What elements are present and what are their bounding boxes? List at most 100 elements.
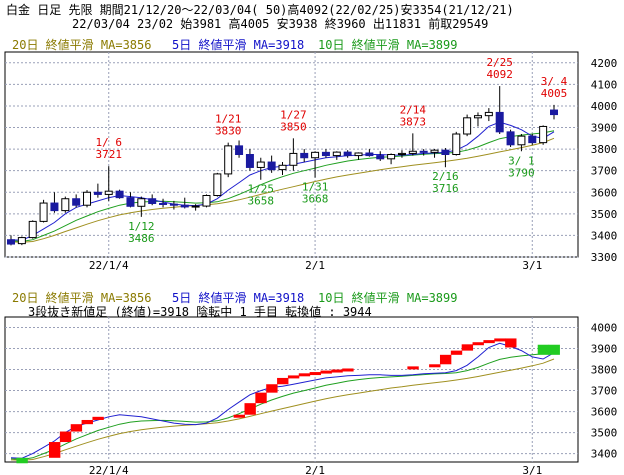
brick-up xyxy=(429,364,441,368)
candle-body xyxy=(148,198,157,204)
annotation-low-value: 3668 xyxy=(302,193,329,206)
brick-up xyxy=(298,373,311,377)
header-title-line2: 22/03/04 23/02 始3981 高4005 安3938 終3960 出… xyxy=(72,17,489,31)
annotation-high-date: 1/27 xyxy=(280,108,307,121)
lower-x-tick-label: 22/1/4 xyxy=(89,464,129,475)
candle-body xyxy=(441,149,450,155)
ma20-line xyxy=(10,137,555,243)
header-title-line1: 白金 日足 先限 期間21/12/20～22/03/04( 50)高4092(2… xyxy=(6,3,514,17)
annotation-low-value: 3790 xyxy=(508,166,535,179)
lower-y-tick-label: 3700 xyxy=(591,385,618,398)
candle-body xyxy=(159,202,168,205)
lower-y-tick-label: 4000 xyxy=(591,322,618,335)
candle-body xyxy=(83,191,92,206)
candle-body xyxy=(528,135,537,144)
upper-y-tick-label: 3700 xyxy=(591,165,618,178)
candle-body xyxy=(397,152,406,155)
candle-body xyxy=(354,152,363,157)
annotation-high-date: 1/ 6 xyxy=(95,136,122,149)
upper-y-tick-label: 3500 xyxy=(591,208,618,221)
upper-x-tick-label: 2/1 xyxy=(305,259,325,272)
upper-y-tick-label: 4000 xyxy=(591,100,618,113)
candle-body xyxy=(245,154,254,168)
candle-body xyxy=(115,190,124,199)
brick-up xyxy=(450,350,463,355)
candle-body xyxy=(452,133,461,155)
candle-body xyxy=(256,161,265,168)
candle-body xyxy=(267,161,276,171)
candle-body xyxy=(61,198,70,212)
candle-body xyxy=(419,150,428,153)
ma10-line xyxy=(10,130,555,243)
brick-up xyxy=(309,372,322,376)
annotation-high-date: 2/14 xyxy=(400,103,427,116)
candle-body xyxy=(39,202,48,222)
candle-body xyxy=(191,205,200,208)
brick-up xyxy=(233,414,245,418)
brick-up xyxy=(287,375,300,379)
lower-legend-ma10: 10日 終値平滑 MA=3899 xyxy=(318,291,458,305)
brick-up xyxy=(331,369,343,373)
annotation-low-date: 1/25 xyxy=(248,183,275,196)
brick-up xyxy=(494,338,506,342)
candle-body xyxy=(506,131,515,146)
candle-body xyxy=(137,198,146,207)
annotation-low-value: 3486 xyxy=(128,232,155,245)
candle-body xyxy=(430,149,439,153)
candle-body xyxy=(213,173,222,196)
lower-y-tick-label: 3900 xyxy=(591,343,618,356)
brick-up xyxy=(70,424,83,432)
brick-up xyxy=(255,392,267,404)
lower-x-tick-label: 2/1 xyxy=(305,464,325,475)
brick-down xyxy=(537,344,550,355)
candle-body xyxy=(495,111,504,133)
legend-ma20: 20日 終値平滑 MA=3856 xyxy=(12,38,152,52)
upper-y-tick-label: 3900 xyxy=(591,122,618,135)
candle-body xyxy=(550,109,558,116)
brick-up xyxy=(92,416,104,420)
brick-up xyxy=(277,377,289,385)
annotation-high-value: 3830 xyxy=(215,125,242,138)
brick-up xyxy=(461,344,474,351)
upper-x-tick-label: 22/1/4 xyxy=(89,259,129,272)
candle-body xyxy=(408,150,417,154)
annotation-high-date: 1/21 xyxy=(215,113,242,126)
candle-body xyxy=(169,203,178,206)
brick-up xyxy=(244,403,256,415)
candle-body xyxy=(72,198,81,206)
candle-body xyxy=(104,190,113,195)
candle-body xyxy=(235,145,244,156)
brick-down xyxy=(548,344,560,355)
candle-body xyxy=(7,239,15,245)
candle-body xyxy=(17,237,26,245)
annotation-low-date: 2/16 xyxy=(432,170,459,183)
brick-up xyxy=(407,366,419,370)
upper-y-tick-label: 3400 xyxy=(591,229,618,242)
candle-body xyxy=(539,125,548,144)
lower-ma10-line xyxy=(10,351,555,461)
brick-up xyxy=(472,342,484,346)
annotation-low-date: 3/ 1 xyxy=(508,154,535,167)
lower-legend-ma20: 20日 終値平滑 MA=3856 xyxy=(12,291,152,305)
candle-body xyxy=(365,152,374,157)
annotation-high-date: 3/ 4 xyxy=(541,75,568,88)
candle-body xyxy=(463,117,472,135)
candle-body xyxy=(28,220,37,239)
upper-x-tick-label: 3/1 xyxy=(522,259,542,272)
candle-body xyxy=(484,111,493,117)
brick-up xyxy=(81,419,93,425)
candle-body xyxy=(93,191,102,195)
candle-body xyxy=(289,152,298,166)
annotation-high-date: 2/25 xyxy=(486,56,513,69)
candle-body xyxy=(224,145,233,175)
lower-y-tick-label: 3400 xyxy=(591,448,618,461)
lower-y-tick-label: 3600 xyxy=(591,406,618,419)
lower-y-tick-label: 3500 xyxy=(591,427,618,440)
candle-body xyxy=(332,151,341,157)
candle-body xyxy=(50,202,59,212)
annotation-low-date: 1/12 xyxy=(128,220,155,233)
brick-up xyxy=(505,338,517,348)
lower-ma20-line xyxy=(10,358,555,461)
upper-y-tick-label: 4100 xyxy=(591,78,618,91)
candle-body xyxy=(376,155,385,160)
